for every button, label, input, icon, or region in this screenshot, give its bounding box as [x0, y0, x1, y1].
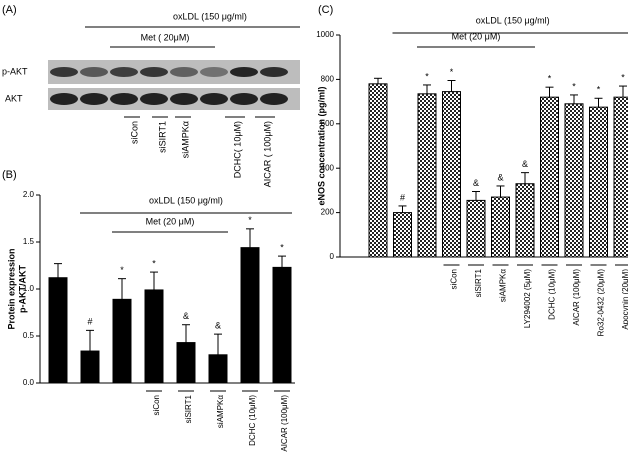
annotation: #	[87, 317, 92, 327]
x-tick-label: DCHC (10μM)	[548, 269, 557, 320]
y-tick-label: 800	[321, 75, 335, 84]
annotation: &	[522, 159, 528, 169]
bar	[272, 266, 292, 384]
panel-label: (A)	[2, 4, 17, 16]
bar	[417, 93, 437, 258]
header: oxLDL (150 μg/ml)	[476, 15, 550, 25]
x-tick-label: AICAR (100μM)	[280, 395, 289, 452]
x-tick-label: Apocynin (20μM)	[621, 269, 628, 330]
bar	[208, 354, 228, 384]
x-tick-label: LY294002 (5μM)	[523, 269, 532, 328]
x-tick-label: siSIRT1	[184, 394, 193, 423]
x-tick-label: Ro32-0432 (20μM)	[597, 269, 606, 337]
annotation: &	[473, 178, 479, 188]
blot-row-label: p-AKT	[2, 66, 28, 76]
bar	[466, 199, 486, 258]
x-tick-label: DCHC (10μM)	[248, 395, 257, 446]
bar	[491, 196, 510, 258]
panel-label: (B)	[2, 169, 17, 181]
y-tick-label: 2.0	[23, 190, 35, 199]
x-tick-label: siAMPKα	[499, 269, 508, 302]
annotation: *	[597, 85, 601, 95]
annotation: &	[215, 320, 221, 330]
band	[260, 67, 288, 77]
blot-lanes: siCon siSIRT1 siAMPKα DCHC( 10μM) AICAR …	[124, 116, 275, 187]
blot-bands	[50, 67, 288, 105]
lane-label: siAMPKα	[180, 121, 190, 158]
y-tick-label: 0.5	[23, 331, 35, 340]
band	[170, 67, 198, 77]
y-tick-label: 1.0	[23, 284, 35, 293]
annotation: *	[548, 74, 552, 84]
bar	[613, 96, 628, 258]
bar	[368, 83, 388, 258]
bar	[442, 91, 461, 258]
x-tick-label: siCon	[450, 269, 459, 289]
blot-row-label: AKT	[5, 93, 23, 103]
bar	[540, 96, 559, 258]
annotation: *	[248, 215, 252, 225]
annotation: *	[280, 242, 284, 252]
bar	[144, 289, 164, 384]
x-tick-label: siCon	[152, 395, 161, 415]
annotation: &	[183, 311, 189, 321]
y-axis-label: Protein expression	[6, 248, 16, 329]
y-tick-label: 200	[321, 208, 335, 217]
band	[50, 67, 78, 77]
annotation: *	[425, 71, 429, 81]
bar	[112, 298, 132, 384]
lane-label: siCon	[129, 121, 139, 144]
band	[80, 67, 108, 77]
band	[230, 93, 258, 105]
lane-label: DCHC( 10μM)	[232, 121, 242, 178]
band	[170, 93, 198, 105]
band	[140, 93, 168, 105]
y-tick-label: 1.5	[23, 237, 35, 246]
lane-label: siSIRT1	[157, 121, 167, 153]
bar	[589, 106, 608, 258]
band	[110, 93, 138, 105]
bar	[80, 350, 100, 384]
y-tick-label: 400	[321, 163, 335, 172]
y-tick-label: 0.0	[23, 378, 35, 387]
subheader: Met (20 μM)	[146, 216, 195, 226]
y-axis-label: eNOS concentration (pg/ml)	[316, 86, 326, 205]
annotation: *	[450, 67, 454, 77]
header: oxLDL (150 μg/ml)	[149, 195, 223, 205]
blot-header: oxLDL (150 μg/ml)	[173, 11, 247, 21]
annotation: *	[621, 72, 625, 82]
x-tick-label: AICAR (100μM)	[572, 269, 581, 326]
annotation: &	[497, 172, 503, 182]
blot-subheader: Met ( 20μM)	[141, 32, 190, 42]
bar	[240, 247, 260, 384]
y-axis-label: p-AKT/AKT	[17, 265, 27, 313]
subheader: Met (20 μM)	[452, 31, 501, 41]
band	[50, 93, 78, 105]
lane-label: AICAR ( 100μM)	[262, 121, 272, 187]
panel-label: (C)	[318, 4, 333, 16]
band	[80, 93, 108, 105]
band	[260, 93, 288, 105]
bar	[393, 212, 412, 258]
x-tick-label: siAMPKα	[216, 395, 225, 428]
annotation: #	[400, 192, 405, 202]
y-tick-label: 1000	[316, 30, 334, 39]
band	[110, 67, 138, 77]
x-tick-label: siSIRT1	[474, 268, 483, 297]
band	[230, 67, 258, 77]
annotation: *	[152, 258, 156, 268]
annotation: *	[120, 265, 124, 275]
annotation: *	[572, 81, 576, 91]
bar	[176, 342, 196, 384]
y-tick-label: 0	[330, 252, 335, 261]
bar	[48, 277, 68, 384]
band	[200, 93, 228, 105]
band	[200, 67, 228, 77]
bar	[564, 103, 584, 258]
band	[140, 67, 168, 77]
bar	[515, 183, 535, 258]
y-tick-label: 600	[321, 119, 335, 128]
